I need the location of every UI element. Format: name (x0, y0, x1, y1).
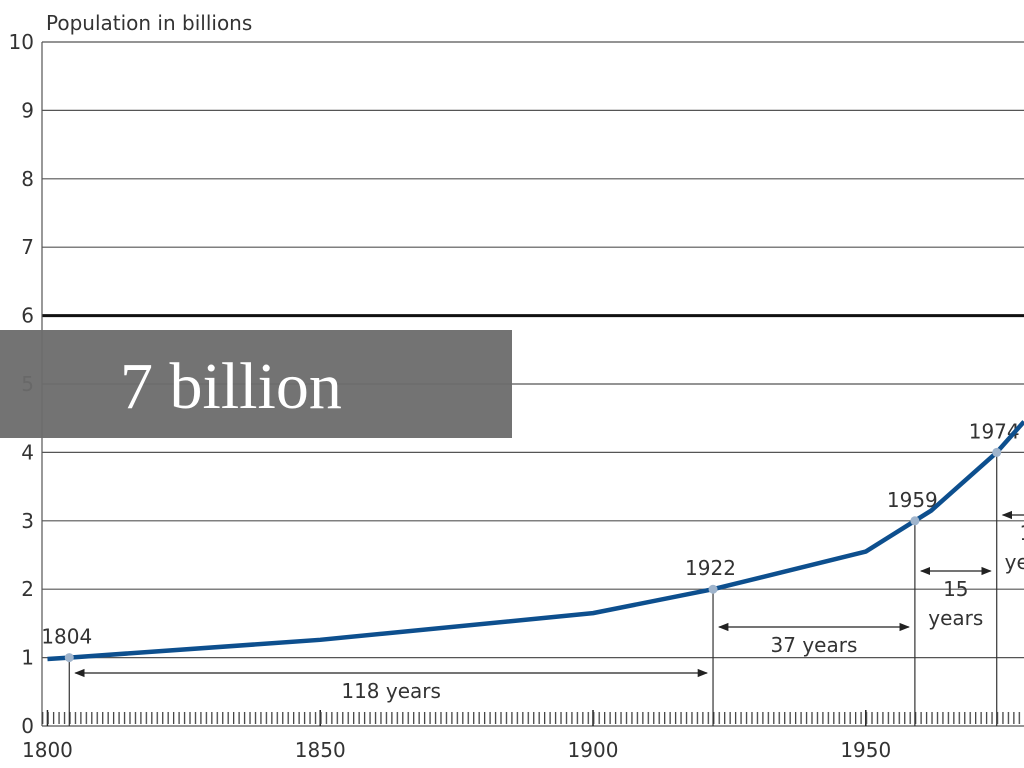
interval-label: 37 years (771, 633, 858, 657)
y-tick-label: 6 (21, 304, 34, 328)
y-tick-label: 9 (21, 98, 34, 122)
y-tick-label: 2 (21, 577, 34, 601)
x-tick-label: 1800 (22, 738, 73, 762)
milestone-label: 1974 (969, 419, 1020, 443)
y-axis-title: Population in billions (46, 11, 252, 35)
interval-label: 118 years (341, 679, 441, 703)
milestone-label: 1804 (41, 625, 92, 649)
milestone-label: 1922 (685, 556, 736, 580)
y-tick-label: 7 (21, 235, 34, 259)
x-tick-label: 1950 (840, 738, 891, 762)
interval-label: years (1005, 550, 1024, 574)
milestone-label: 1959 (887, 488, 938, 512)
interval-label: 15 (943, 577, 968, 601)
population-line (47, 420, 1024, 662)
milestone-point (910, 516, 920, 526)
y-tick-label: 10 (9, 30, 34, 54)
minor-ticks (42, 712, 1024, 724)
y-tick-label: 3 (21, 509, 34, 533)
interval-label: 13 (1019, 521, 1024, 545)
y-tick-label: 8 (21, 167, 34, 191)
y-tick-label: 0 (21, 714, 34, 738)
y-tick-label: 1 (21, 646, 34, 670)
x-tick-label: 1850 (295, 738, 346, 762)
x-tick-label: 1900 (568, 738, 619, 762)
milestone-point (708, 584, 718, 594)
milestone-point (64, 653, 74, 663)
interval-label: years (928, 606, 983, 630)
milestone-point (992, 447, 1002, 457)
overlay-text: 7 billion (120, 350, 342, 423)
y-tick-label: 4 (21, 440, 34, 464)
overlay-box (0, 330, 512, 438)
